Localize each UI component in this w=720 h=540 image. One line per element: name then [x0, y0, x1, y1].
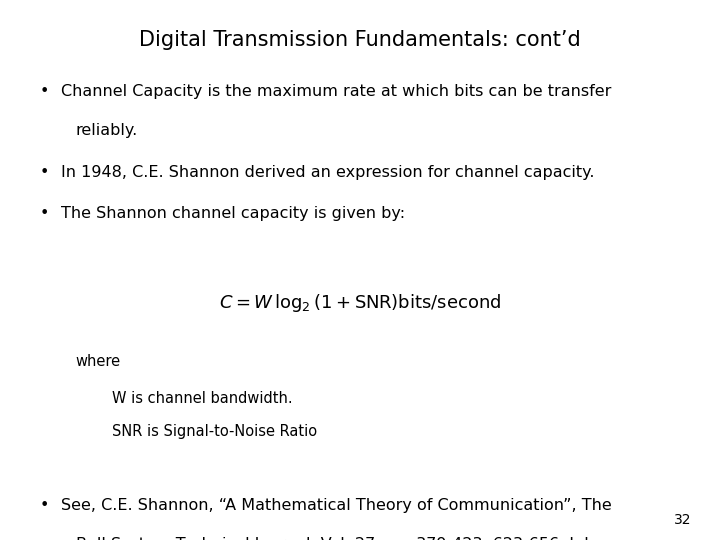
Text: W is channel bandwidth.: W is channel bandwidth. — [112, 391, 292, 406]
Text: •: • — [40, 498, 49, 513]
Text: •: • — [40, 165, 49, 180]
Text: •: • — [40, 206, 49, 221]
Text: SNR is Signal-to-Noise Ratio: SNR is Signal-to-Noise Ratio — [112, 424, 317, 439]
Text: Channel Capacity is the maximum rate at which bits can be transfer: Channel Capacity is the maximum rate at … — [61, 84, 611, 99]
Text: In 1948, C.E. Shannon derived an expression for channel capacity.: In 1948, C.E. Shannon derived an express… — [61, 165, 595, 180]
Text: Digital Transmission Fundamentals: cont’d: Digital Transmission Fundamentals: cont’… — [139, 30, 581, 50]
Text: 32: 32 — [674, 512, 691, 526]
Text: where: where — [76, 354, 121, 369]
Text: $C = W\,\log_2(1 + \mathrm{SNR})\mathrm{bits/second}$: $C = W\,\log_2(1 + \mathrm{SNR})\mathrm{… — [219, 292, 501, 314]
Text: reliably.: reliably. — [76, 123, 138, 138]
Text: See, C.E. Shannon, “A Mathematical Theory of Communication”, The: See, C.E. Shannon, “A Mathematical Theor… — [61, 498, 612, 513]
Text: •: • — [40, 84, 49, 99]
Text: The Shannon channel capacity is given by:: The Shannon channel capacity is given by… — [61, 206, 405, 221]
Text: Bell System Technical Journal, Vol. 27, pp. 379-423, 623-656, July,: Bell System Technical Journal, Vol. 27, … — [76, 537, 603, 540]
